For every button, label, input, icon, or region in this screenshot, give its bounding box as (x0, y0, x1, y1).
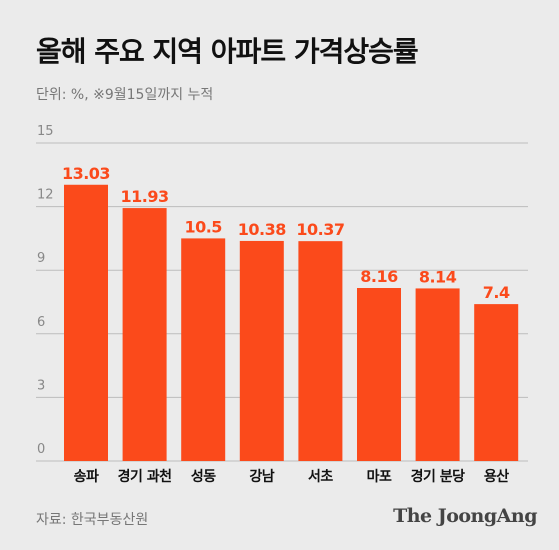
bar (64, 184, 108, 461)
bar-value-label: 10.37 (296, 220, 344, 239)
category-label: 경기 과천 (118, 468, 172, 485)
bar-value-label: 11.93 (121, 187, 169, 206)
chart-subtitle: 단위: %, ※9월15일까지 누적 (36, 87, 214, 103)
bar-value-label: 8.16 (360, 267, 398, 286)
y-tick-label: 12 (37, 188, 54, 203)
y-tick-label: 15 (37, 124, 54, 139)
category-label: 경기 분당 (411, 468, 466, 485)
category-label: 송파 (74, 469, 99, 485)
bar (181, 238, 226, 461)
category-label: 용산 (484, 468, 509, 485)
bar (239, 240, 284, 461)
y-tick-label: 3 (37, 378, 45, 393)
bar (122, 208, 167, 461)
bar-value-label: 10.5 (184, 217, 222, 236)
source-note: 자료: 한국부동산원 (36, 512, 149, 528)
bar (357, 288, 401, 461)
y-tick-label: 6 (37, 315, 45, 330)
category-label: 마포 (367, 469, 392, 485)
category-label: 서초 (308, 469, 333, 485)
bar-value-label: 8.14 (419, 267, 457, 286)
chart-title: 올해 주요 지역 아파트 가격상승률 (36, 35, 419, 68)
bar (298, 241, 343, 461)
bar (474, 304, 519, 461)
brand-logo: The JoongAng (393, 505, 537, 527)
bar-value-label: 7.4 (483, 283, 510, 302)
category-label: 성동 (191, 469, 216, 485)
bar-value-label: 10.38 (238, 220, 286, 239)
y-tick-label: 0 (37, 442, 45, 457)
category-label: 강남 (249, 468, 274, 485)
bar (415, 288, 460, 461)
bar-value-label: 13.03 (62, 164, 110, 183)
y-tick-label: 9 (37, 251, 45, 266)
